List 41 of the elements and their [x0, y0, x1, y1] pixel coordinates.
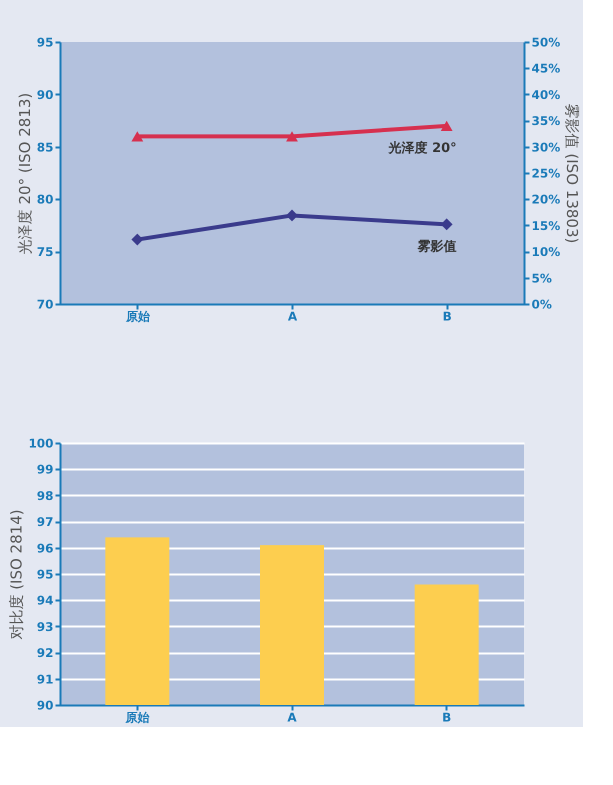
series-label: 雾影值	[416, 239, 457, 254]
y2-tick-label: 0%	[532, 298, 552, 312]
y-tick-label: 75	[36, 245, 54, 260]
y2-axis-title: 雾影值 (ISO 13803)	[563, 104, 582, 244]
y-tick-label: 98	[36, 488, 54, 503]
y-tick-label: 92	[36, 646, 54, 660]
point	[131, 234, 144, 246]
y-tick-label: 95	[36, 568, 54, 582]
y-tick-label: 97	[36, 515, 54, 530]
y-tick-label: 93	[36, 620, 54, 634]
x-tick-label: A	[287, 710, 298, 724]
x-tick-label: 原始	[124, 710, 150, 724]
y-tick-label: 90	[36, 698, 54, 712]
y-axis-title: 对比度 (ISO 2814)	[7, 509, 26, 640]
series-label: 光泽度 20°	[388, 140, 457, 156]
y2-tick-label: 30%	[532, 140, 560, 154]
x-tick-label: 原始	[124, 310, 151, 324]
y-axis-title: 光泽度 20° (ISO 2813)	[16, 92, 34, 254]
y2-tick-label: 50%	[532, 36, 560, 50]
x-tick-label: A	[288, 310, 298, 324]
y2-tick-label: 40%	[532, 88, 560, 102]
y-tick-label: 94	[36, 594, 54, 608]
y2-tick-label: 25%	[532, 166, 560, 180]
y2-tick-label: 20%	[532, 192, 560, 207]
y-tick-label: 91	[36, 672, 54, 686]
y-tick-label: 70	[36, 298, 54, 312]
point	[286, 210, 298, 222]
x-tick-label: B	[442, 710, 452, 724]
y2-tick-label: 15%	[532, 218, 560, 233]
y-tick-label: 100	[28, 436, 54, 450]
y2-tick-label: 5%	[532, 271, 552, 286]
y-tick-label: 95	[36, 36, 54, 50]
y2-tick-label: 45%	[532, 62, 560, 76]
y-tick-label: 80	[36, 192, 54, 207]
y-tick-label: 90	[36, 88, 54, 102]
y-tick-label: 99	[36, 462, 54, 477]
x-tick-label: B	[442, 310, 452, 324]
y2-tick-label: 35%	[532, 114, 560, 128]
y-tick-label: 96	[36, 541, 54, 556]
y2-tick-label: 10%	[532, 245, 560, 260]
y-tick-label: 85	[36, 140, 54, 154]
